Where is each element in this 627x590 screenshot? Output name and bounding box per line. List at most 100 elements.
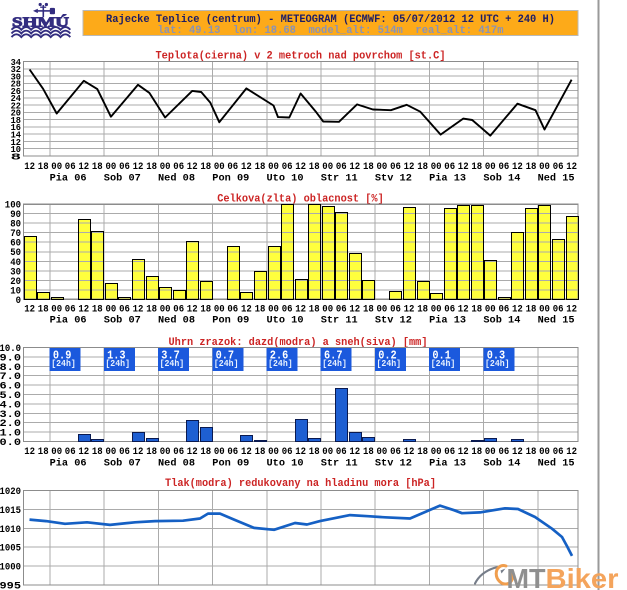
svg-text:12: 12: [458, 161, 469, 173]
svg-text:00: 00: [51, 304, 62, 316]
svg-text:Pon 09: Pon 09: [212, 315, 249, 327]
svg-text:18: 18: [526, 446, 537, 458]
svg-text:00: 00: [160, 161, 171, 173]
svg-text:14: 14: [11, 130, 22, 141]
svg-text:40: 40: [10, 257, 21, 269]
svg-text:1000: 1000: [0, 562, 21, 574]
svg-text:[24h]: [24h]: [105, 359, 130, 369]
svg-text:18: 18: [255, 161, 266, 173]
svg-text:06: 06: [282, 446, 293, 458]
svg-text:Stv 12: Stv 12: [375, 315, 412, 327]
svg-text:06: 06: [173, 446, 184, 458]
svg-text:Ned 15: Ned 15: [538, 457, 575, 469]
svg-text:12: 12: [11, 137, 22, 148]
svg-text:0: 0: [16, 295, 21, 307]
svg-text:0.2: 0.2: [378, 348, 397, 362]
svg-text:18: 18: [309, 446, 320, 458]
svg-text:06: 06: [499, 304, 510, 316]
svg-text:[24h]: [24h]: [431, 359, 456, 369]
svg-text:lat: 49.13 lon: 18.68 model_: lat: 49.13 lon: 18.68 model_alt: 514m re…: [158, 25, 504, 37]
svg-text:Biker: Biker: [546, 563, 619, 590]
svg-text:12: 12: [349, 304, 360, 316]
svg-text:06: 06: [444, 304, 455, 316]
svg-text:1.3: 1.3: [107, 348, 126, 362]
svg-text:[24h]: [24h]: [485, 359, 510, 369]
svg-text:12: 12: [78, 446, 89, 458]
svg-text:06: 06: [282, 161, 293, 173]
svg-text:12: 12: [404, 446, 415, 458]
svg-text:5.0: 5.0: [0, 390, 21, 402]
svg-text:18: 18: [11, 115, 22, 126]
svg-text:12: 12: [241, 304, 252, 316]
svg-text:Pon 09: Pon 09: [212, 173, 249, 185]
svg-text:[24h]: [24h]: [214, 359, 239, 369]
svg-text:18: 18: [309, 304, 320, 316]
svg-text:12: 12: [241, 161, 252, 173]
svg-text:10.0: 10.0: [0, 343, 21, 355]
svg-text:06: 06: [336, 161, 347, 173]
svg-text:12: 12: [349, 161, 360, 173]
svg-text:1.0: 1.0: [0, 428, 21, 440]
svg-text:34: 34: [11, 57, 22, 68]
svg-text:18: 18: [92, 446, 103, 458]
svg-text:Teplota(cierna) v 2 metroch na: Teplota(cierna) v 2 metroch nad povrchom…: [156, 50, 446, 62]
svg-text:30: 30: [10, 266, 21, 278]
svg-text:[24h]: [24h]: [377, 359, 402, 369]
svg-text:06: 06: [444, 161, 455, 173]
svg-text:6.7: 6.7: [324, 348, 343, 362]
svg-text:32: 32: [11, 64, 22, 75]
svg-text:[24h]: [24h]: [160, 359, 185, 369]
svg-text:2.0: 2.0: [0, 418, 21, 430]
svg-text:Pia 06: Pia 06: [50, 315, 87, 327]
svg-text:00: 00: [539, 161, 550, 173]
svg-text:Rajecke Teplice (centrum) - ME: Rajecke Teplice (centrum) - METEOGRAM (E…: [106, 14, 555, 26]
svg-text:06: 06: [553, 161, 564, 173]
svg-text:12: 12: [133, 161, 144, 173]
svg-text:Celkova(zlta) oblacnost [%]: Celkova(zlta) oblacnost [%]: [217, 193, 384, 205]
svg-text:18: 18: [200, 304, 211, 316]
svg-text:16: 16: [11, 122, 22, 133]
svg-text:18: 18: [417, 304, 428, 316]
svg-text:12: 12: [512, 304, 523, 316]
svg-text:20: 20: [11, 108, 22, 119]
svg-text:18: 18: [146, 304, 157, 316]
svg-text:12: 12: [187, 446, 198, 458]
svg-text:18: 18: [363, 446, 374, 458]
svg-text:18: 18: [417, 446, 428, 458]
svg-text:Uto 10: Uto 10: [267, 173, 304, 185]
svg-text:12: 12: [512, 446, 523, 458]
svg-text:MT: MT: [507, 563, 546, 590]
svg-text:00: 00: [51, 161, 62, 173]
svg-text:3.7: 3.7: [161, 348, 180, 362]
svg-text:12: 12: [78, 304, 89, 316]
svg-text:00: 00: [214, 161, 225, 173]
svg-text:12: 12: [24, 446, 35, 458]
svg-text:18: 18: [200, 446, 211, 458]
svg-text:Ned 08: Ned 08: [158, 173, 195, 185]
svg-text:Stv 12: Stv 12: [375, 457, 412, 469]
svg-text:Uto 10: Uto 10: [267, 315, 304, 327]
svg-text:Str 11: Str 11: [321, 315, 358, 327]
svg-text:12: 12: [295, 161, 306, 173]
svg-text:18: 18: [92, 304, 103, 316]
svg-text:Uto 10: Uto 10: [267, 457, 304, 469]
svg-text:Pia 13: Pia 13: [429, 173, 466, 185]
svg-text:00: 00: [539, 304, 550, 316]
svg-text:18: 18: [363, 304, 374, 316]
svg-text:18: 18: [526, 161, 537, 173]
svg-text:06: 06: [173, 304, 184, 316]
svg-text:06: 06: [65, 446, 76, 458]
svg-text:18: 18: [146, 161, 157, 173]
svg-text:60: 60: [10, 238, 21, 250]
svg-text:Stv 12: Stv 12: [375, 173, 412, 185]
svg-text:06: 06: [65, 161, 76, 173]
svg-text:28: 28: [11, 79, 22, 90]
svg-text:06: 06: [390, 446, 401, 458]
svg-text:00: 00: [431, 161, 442, 173]
svg-text:00: 00: [268, 161, 279, 173]
svg-text:1015: 1015: [0, 505, 21, 517]
svg-text:Ned 08: Ned 08: [158, 315, 195, 327]
svg-text:06: 06: [119, 161, 130, 173]
svg-text:00: 00: [268, 304, 279, 316]
svg-text:22: 22: [11, 100, 22, 111]
